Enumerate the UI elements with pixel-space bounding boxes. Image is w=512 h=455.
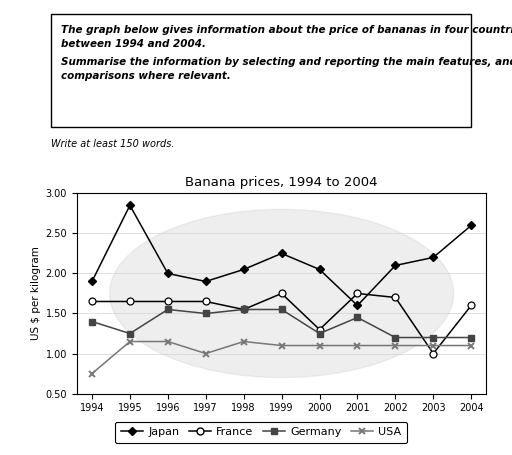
Y-axis label: US $ per kilogram: US $ per kilogram (31, 247, 41, 340)
Title: Banana prices, 1994 to 2004: Banana prices, 1994 to 2004 (185, 177, 378, 189)
Text: Summarise the information by selecting and reporting the main features, and make: Summarise the information by selecting a… (61, 57, 512, 67)
Text: The graph below gives information about the price of bananas in four countries: The graph below gives information about … (61, 25, 512, 35)
Legend: Japan, France, Germany, USA: Japan, France, Germany, USA (115, 422, 407, 443)
Text: between 1994 and 2004.: between 1994 and 2004. (61, 39, 206, 49)
Circle shape (110, 209, 454, 378)
Text: comparisons where relevant.: comparisons where relevant. (61, 71, 231, 81)
Text: Write at least 150 words.: Write at least 150 words. (51, 139, 175, 149)
